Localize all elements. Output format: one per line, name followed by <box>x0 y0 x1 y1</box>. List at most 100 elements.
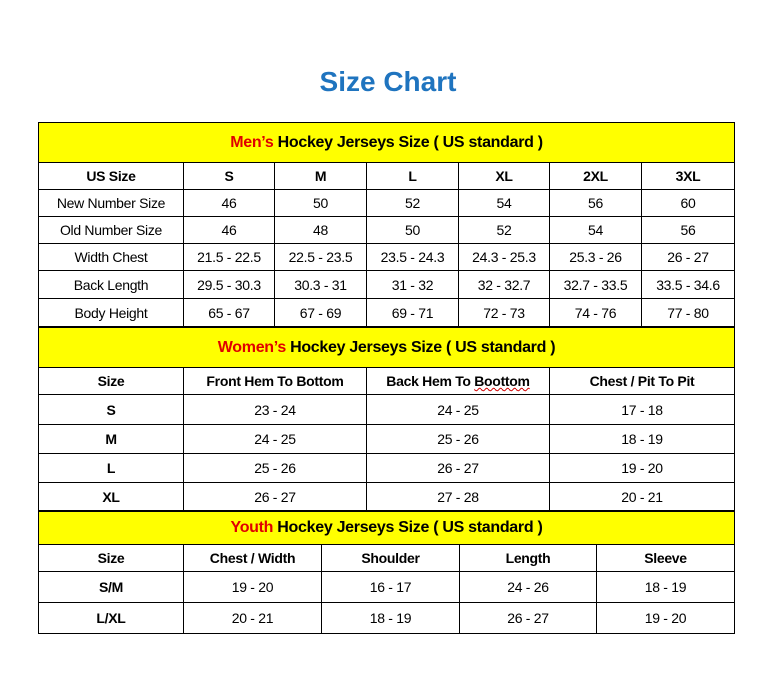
header-cell: Back Hem To Boottom <box>366 367 550 395</box>
table-cell: 31 - 32 <box>366 270 459 299</box>
youth-label: Youth <box>230 519 274 536</box>
table-cell: 24 - 26 <box>459 571 597 603</box>
women-header-row: Size Front Hem To Bottom Back Hem To Boo… <box>38 367 736 395</box>
table-cell: 23.5 - 24.3 <box>366 243 459 271</box>
table-row: Body Height 65 - 67 67 - 69 69 - 71 72 - 73 7… <box>38 298 736 327</box>
table-row: S 23 - 24 24 - 25 17 - 18 <box>38 394 736 425</box>
table-cell: 24 - 25 <box>183 424 367 454</box>
men-section-title: Hockey Jerseys Size ( US standard ) <box>273 133 543 151</box>
row-label: Body Height <box>38 298 184 327</box>
row-label: Back Length <box>38 270 184 299</box>
row-label: New Number Size <box>38 189 184 217</box>
table-cell: 69 - 71 <box>366 298 459 327</box>
table-cell: 23 - 24 <box>183 394 367 425</box>
header-cell: Front Hem To Bottom <box>183 367 367 395</box>
table-cell: 56 <box>549 189 642 217</box>
table-cell: 65 - 67 <box>183 298 275 327</box>
table-cell: 26 - 27 <box>366 453 550 483</box>
header-cell: XL <box>458 162 550 190</box>
table-cell: 19 - 20 <box>596 602 735 634</box>
women-label: Women’s <box>217 338 286 356</box>
header-text: Back Hem To <box>386 373 475 389</box>
table-cell: 27 - 28 <box>366 482 550 511</box>
table-cell: 50 <box>366 216 459 244</box>
row-label: L <box>38 453 184 483</box>
row-label: Width Chest <box>38 243 184 271</box>
table-cell: 30.3 - 31 <box>274 270 367 299</box>
table-cell: 16 - 17 <box>321 571 460 603</box>
women-section-header: Women’s Hockey Jerseys Size ( US standar… <box>37 327 736 368</box>
women-size-table: Women’s Hockey Jerseys Size ( US standar… <box>37 327 736 511</box>
table-cell: 50 <box>274 189 367 217</box>
table-cell: 32.7 - 33.5 <box>549 270 642 299</box>
table-row: XL 26 - 27 27 - 28 20 - 21 <box>38 482 736 511</box>
header-cell: US Size <box>38 162 184 190</box>
youth-header-row: Size Chest / Width Shoulder Length Sleeve <box>38 544 735 572</box>
table-row: New Number Size 46 50 52 54 56 60 <box>38 189 736 217</box>
table-cell: 25 - 26 <box>183 453 367 483</box>
table-cell: 19 - 20 <box>548 453 736 483</box>
table-row: Old Number Size 46 48 50 52 54 56 <box>38 216 736 244</box>
table-row: L 25 - 26 26 - 27 19 - 20 <box>38 453 736 483</box>
table-cell: 67 - 69 <box>274 298 367 327</box>
table-cell: 20 - 21 <box>183 602 322 634</box>
table-cell: 46 <box>183 216 275 244</box>
table-cell: 26 - 27 <box>640 243 736 271</box>
table-cell: 60 <box>640 189 736 217</box>
table-cell: 33.5 - 34.6 <box>640 270 736 299</box>
row-label: S <box>38 394 184 425</box>
header-cell: Chest / Width <box>183 544 322 572</box>
table-cell: 18 - 19 <box>321 602 460 634</box>
men-header-row: US Size S M L XL 2XL 3XL <box>38 162 736 190</box>
row-label: S/M <box>38 571 184 603</box>
page-title: Size Chart <box>319 66 457 97</box>
header-cell: L <box>366 162 459 190</box>
women-section-title: Hockey Jerseys Size ( US standard ) <box>285 338 556 356</box>
table-cell: 32 - 32.7 <box>458 270 550 299</box>
table-cell: 18 - 19 <box>548 424 736 454</box>
youth-size-table: Youth Hockey Jerseys Size ( US standard … <box>38 511 735 634</box>
header-cell: Sleeve <box>596 544 735 572</box>
table-row: Back Length 29.5 - 30.3 30.3 - 31 31 - 32 32… <box>38 270 736 299</box>
row-label: M <box>38 424 184 454</box>
men-section-header: Men’s Hockey Jerseys Size ( US standard … <box>37 122 736 163</box>
header-cell: 3XL <box>640 162 736 190</box>
header-cell: Chest / Pit To Pit <box>548 367 736 395</box>
table-row: M 24 - 25 25 - 26 18 - 19 <box>38 424 736 454</box>
header-cell: Size <box>38 544 184 572</box>
header-cell: Shoulder <box>321 544 460 572</box>
table-cell: 26 - 27 <box>183 482 367 511</box>
row-label: L/XL <box>38 602 184 634</box>
youth-section-title: Hockey Jerseys Size ( US standard ) <box>273 519 543 536</box>
table-cell: 25.3 - 26 <box>549 243 642 271</box>
header-cell: Length <box>459 544 597 572</box>
youth-section-header: Youth Hockey Jerseys Size ( US standard … <box>38 511 735 545</box>
row-label: XL <box>38 482 184 511</box>
table-cell: 72 - 73 <box>458 298 550 327</box>
table-row: Width Chest 21.5 - 22.5 22.5 - 23.5 23.5 - … <box>38 243 736 271</box>
table-cell: 54 <box>549 216 642 244</box>
table-cell: 18 - 19 <box>596 571 735 603</box>
table-cell: 74 - 76 <box>549 298 642 327</box>
table-cell: 46 <box>183 189 275 217</box>
header-cell: 2XL <box>549 162 642 190</box>
table-cell: 19 - 20 <box>183 571 322 603</box>
men-size-table: Men’s Hockey Jerseys Size ( US standard … <box>37 122 736 327</box>
table-cell: 77 - 80 <box>640 298 736 327</box>
table-row: L/XL 20 - 21 18 - 19 26 - 27 19 - 20 <box>38 602 735 634</box>
header-cell: M <box>274 162 367 190</box>
table-cell: 48 <box>274 216 367 244</box>
table-cell: 25 - 26 <box>366 424 550 454</box>
table-cell: 26 - 27 <box>459 602 597 634</box>
table-cell: 17 - 18 <box>548 394 736 425</box>
header-cell: Size <box>38 367 184 395</box>
size-chart-tables: Men’s Hockey Jerseys Size ( US standard … <box>37 122 736 634</box>
table-cell: 20 - 21 <box>548 482 736 511</box>
row-label: Old Number Size <box>38 216 184 244</box>
table-cell: 21.5 - 22.5 <box>183 243 275 271</box>
table-cell: 54 <box>458 189 550 217</box>
men-label: Men’s <box>230 133 274 151</box>
table-cell: 52 <box>458 216 550 244</box>
table-cell: 22.5 - 23.5 <box>274 243 367 271</box>
table-row: S/M 19 - 20 16 - 17 24 - 26 18 - 19 <box>38 571 735 603</box>
